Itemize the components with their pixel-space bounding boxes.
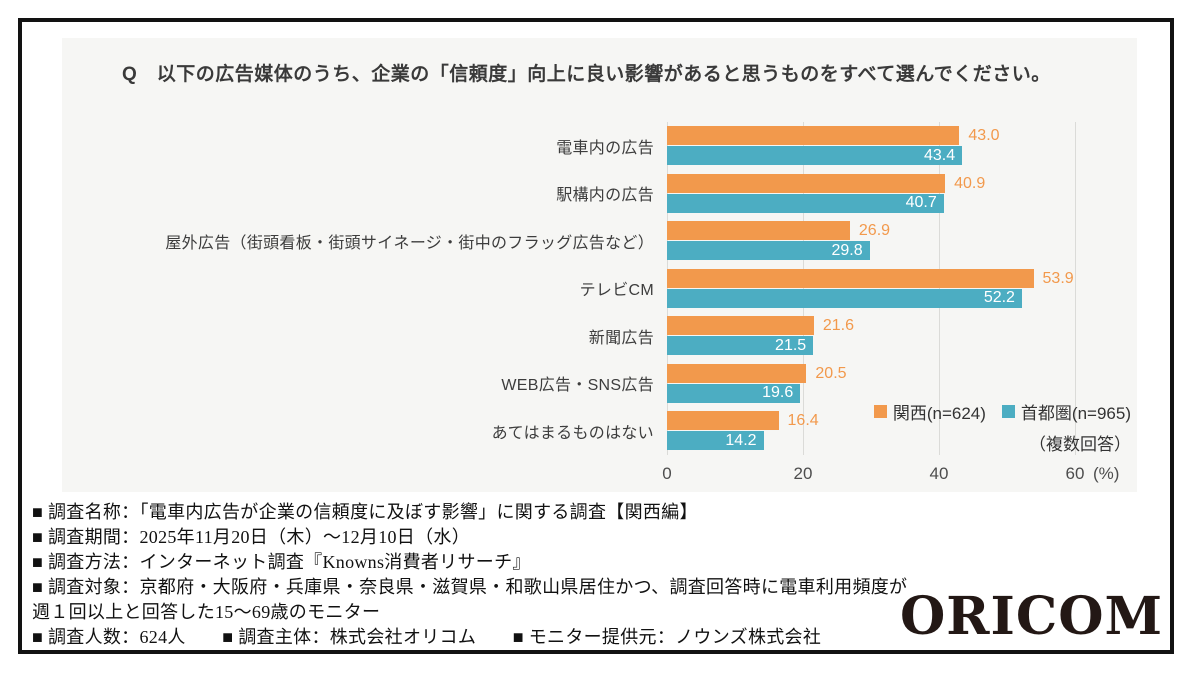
category-label: 電車内の広告 <box>556 139 654 157</box>
x-axis: (%) 0 20 40 60 <box>662 463 1119 490</box>
plot-region: 電車内の広告 43.0 43.4 駅構内の広告 40.9 40.7 屋外広告（街頭看板・街頭… <box>62 122 1137 455</box>
legend-note: （複数回答） <box>1029 435 1131 454</box>
bar-shutoken: 43.4 <box>667 146 963 166</box>
x-tick-label: 40 <box>929 463 949 483</box>
survey-line: 週１回以上と回答した15～69歳のモニター <box>32 602 381 622</box>
bar-pair: 40.9 40.7 <box>667 173 1075 213</box>
bar-kansai <box>667 316 814 336</box>
bar-pair: 26.9 29.8 <box>667 221 1075 261</box>
legend-swatch-kansai <box>873 405 887 418</box>
oricom-logo: ORICOM <box>900 586 1164 647</box>
gridline <box>938 122 940 455</box>
outer-border <box>18 18 1174 654</box>
x-tick-label: 20 <box>793 463 813 483</box>
bar-kansai <box>667 221 850 241</box>
bar-shutoken: 19.6 <box>667 383 801 403</box>
bar-pair: 53.9 52.2 <box>667 268 1075 308</box>
survey-line: ■ 調査対象：京都府・大阪府・兵庫県・奈良県・滋賀県・和歌山県居住かつ、調査回答… <box>32 577 908 597</box>
bar-shutoken: 14.2 <box>667 431 764 451</box>
chart-row: 電車内の広告 43.0 43.4 <box>62 122 1137 170</box>
category-label: テレビCM <box>579 282 654 300</box>
bar-pair: 21.6 21.5 <box>667 316 1075 356</box>
gridline <box>1075 122 1076 455</box>
value-label-kansai: 20.5 <box>815 364 847 382</box>
value-label-kansai: 40.9 <box>954 174 986 192</box>
survey-details: ■ 調査名称：「電車内広告が企業の信頼度に及ぼす影響」に関する調査【関西編】 ■… <box>32 500 907 650</box>
value-label-kansai: 26.9 <box>858 222 891 240</box>
bar-kansai <box>667 126 960 146</box>
chart-row: 屋外広告（街頭看板・街頭サイネージ・街中のフラッグ広告など） 26.9 29.8 <box>62 217 1137 265</box>
legend-label-shutoken: 首都圏(n=965) <box>1020 404 1131 423</box>
legend-item-shutoken: 首都圏(n=965) <box>1001 399 1131 424</box>
bar-shutoken: 21.5 <box>667 336 814 356</box>
chart-row: あてはまるものはない 16.4 14.2 <box>62 407 1137 455</box>
bar-kansai <box>667 268 1034 288</box>
x-tick-label: 60 <box>1065 463 1085 483</box>
chart-rows: 電車内の広告 43.0 43.4 駅構内の広告 40.9 40.7 屋外広告（街頭看板・街頭… <box>62 122 1137 455</box>
gridline <box>802 122 804 455</box>
chart-row: テレビCM 53.9 52.2 <box>62 265 1137 313</box>
survey-line: ■ 調査人数：624人 ■ 調査主体：株式会社オリコム ■ モニター提供元：ノウ… <box>32 627 822 647</box>
legend-swatch-shutoken <box>1001 405 1015 418</box>
value-label-kansai: 16.4 <box>787 412 819 430</box>
gridline <box>667 122 668 455</box>
bar-shutoken: 29.8 <box>667 241 870 261</box>
x-axis-unit: (%) <box>1093 463 1120 483</box>
question-title: Q 以下の広告媒体のうち、企業の「信頼度」向上に良い影響があると思うものをすべて… <box>122 64 1051 85</box>
legend-label-kansai: 関西(n=624) <box>892 404 986 423</box>
chart-row: 新聞広告 21.6 21.5 <box>62 312 1137 360</box>
bar-kansai <box>667 411 779 431</box>
bar-kansai <box>667 173 946 193</box>
bar-shutoken: 40.7 <box>667 193 944 213</box>
survey-line: ■ 調査期間：2025年11月20日（木）～12月10日（水） <box>32 527 471 547</box>
bar-shutoken: 52.2 <box>667 288 1022 308</box>
category-label: 屋外広告（街頭看板・街頭サイネージ・街中のフラッグ広告など） <box>165 234 654 252</box>
legend-items: 関西(n=624) 首都圏(n=965) <box>873 399 1131 424</box>
x-tick-label: 0 <box>662 463 672 483</box>
value-label-kansai: 43.0 <box>968 127 1000 145</box>
value-label-kansai: 21.6 <box>822 317 855 335</box>
chart-row: WEB広告・SNS広告 20.5 19.6 <box>62 360 1137 408</box>
chart-panel: Q 以下の広告媒体のうち、企業の「信頼度」向上に良い影響があると思うものをすべて… <box>62 38 1137 492</box>
bar-kansai <box>667 363 807 383</box>
legend-item-kansai: 関西(n=624) <box>873 399 986 424</box>
bar-pair: 20.5 19.6 <box>667 363 1075 403</box>
category-label: 新聞広告 <box>588 329 654 347</box>
gridlines <box>667 122 1076 455</box>
survey-line: ■ 調査方法：インターネット調査『Knowns消費者リサーチ』 <box>32 552 531 572</box>
bar-pair: 16.4 14.2 <box>667 411 1075 451</box>
category-label: あてはまるものはない <box>491 424 654 442</box>
bar-pair: 43.0 43.4 <box>667 126 1075 166</box>
category-label: WEB広告・SNS広告 <box>501 377 654 395</box>
legend: 関西(n=624) 首都圏(n=965) （複数回答） <box>873 399 1131 455</box>
category-label: 駅構内の広告 <box>556 187 654 205</box>
value-label-kansai: 53.9 <box>1042 269 1074 287</box>
survey-line: ■ 調査名称：「電車内広告が企業の信頼度に及ぼす影響」に関する調査【関西編】 <box>32 502 698 522</box>
chart-area: 電車内の広告 43.0 43.4 駅構内の広告 40.9 40.7 屋外広告（街頭看板・街頭… <box>62 122 1137 490</box>
chart-row: 駅構内の広告 40.9 40.7 <box>62 170 1137 218</box>
